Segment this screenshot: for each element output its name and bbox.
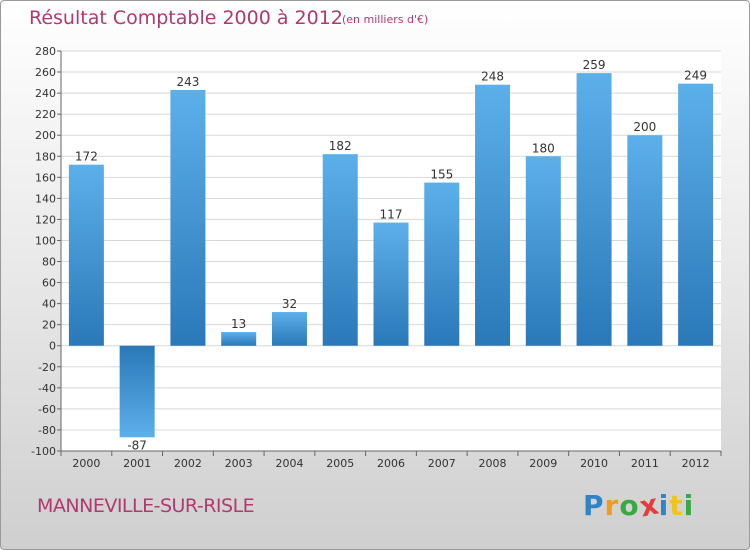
data-label-2011: 200	[633, 120, 656, 134]
y-tick-label: 180	[35, 150, 56, 163]
x-tick-label: 2012	[682, 457, 710, 470]
x-tick-label: 2000	[72, 457, 100, 470]
bar-2010	[576, 73, 612, 346]
bar-2002	[170, 89, 206, 346]
data-label-2006: 117	[380, 208, 403, 222]
x-tick-label: 2011	[631, 457, 659, 470]
y-tick-label: 80	[42, 256, 56, 269]
y-tick-label: 40	[42, 298, 56, 311]
logo-letter: o	[619, 489, 640, 522]
x-tick-label: 2001	[123, 457, 151, 470]
data-label-2004: 32	[282, 297, 297, 311]
x-axis: 2000 2001 2002 2003 2004 2005 2006 2007 2008 2009…	[60, 450, 722, 470]
data-label-2009: 180	[532, 141, 555, 155]
data-label-2005: 182	[329, 139, 352, 153]
bar-2012	[678, 83, 714, 346]
x-tick-label: 2006	[377, 457, 405, 470]
x-tick-label: 2003	[225, 457, 253, 470]
bar-2003	[221, 332, 257, 346]
data-label-2012: 249	[684, 69, 707, 83]
y-tick-label: 20	[42, 319, 56, 332]
x-tick-label: 2004	[275, 457, 303, 470]
unit-note: (en milliers d'€)	[342, 13, 429, 26]
y-tick-label: 160	[35, 171, 56, 184]
logo-letter: r	[604, 489, 620, 522]
x-tick-label: 2008	[479, 457, 507, 470]
logo-letter: i	[658, 489, 670, 522]
bar-2007	[424, 182, 460, 346]
y-tick-label: 60	[42, 277, 56, 290]
bars	[68, 73, 714, 438]
bar-2008	[475, 84, 511, 346]
y-tick-label: 240	[35, 87, 56, 100]
y-tick-label: 0	[49, 340, 56, 353]
data-label-2001: -87	[127, 438, 147, 452]
y-tick-label: 100	[35, 234, 56, 247]
bar-2009	[525, 156, 561, 346]
y-tick-label: -20	[38, 361, 56, 374]
data-label-2008: 248	[481, 70, 504, 84]
logo-letter: P	[583, 489, 605, 522]
bar-2000	[68, 164, 104, 346]
data-label-2002: 243	[176, 75, 199, 89]
x-tick-label: 2009	[529, 457, 557, 470]
city-name: MANNEVILLE-SUR-RISLE	[37, 495, 255, 517]
y-tick-label: -40	[38, 382, 56, 395]
x-tick-label: 2005	[326, 457, 354, 470]
x-tick-label: 2010	[580, 457, 608, 470]
bar-2004	[271, 312, 307, 346]
proxiti-logo: Proxiti	[583, 487, 695, 523]
y-tick-label: 280	[35, 45, 56, 58]
y-axis: -100 -80 -60 -40 -20 0 20 40 60 80 100 120 140 160 180…	[31, 45, 62, 458]
logo-letter: t	[669, 489, 684, 522]
chart-title: Résultat Comptable 2000 à 2012	[29, 7, 343, 29]
y-tick-label: 200	[35, 129, 56, 142]
bar-2011	[627, 135, 663, 346]
y-tick-label: 140	[35, 192, 56, 205]
logo-letter: i	[683, 489, 695, 522]
y-tick-label: 260	[35, 66, 56, 79]
data-label-2003: 13	[231, 317, 246, 331]
y-tick-label: -100	[31, 445, 56, 458]
data-label-2007: 155	[430, 168, 453, 182]
y-tick-label: 120	[35, 213, 56, 226]
x-tick-label: 2007	[428, 457, 456, 470]
data-label-2010: 259	[583, 58, 606, 72]
data-label-2000: 172	[75, 150, 98, 164]
y-tick-label: -80	[38, 424, 56, 437]
bar-2001	[119, 345, 155, 438]
y-tick-label: 220	[35, 108, 56, 121]
bar-2005	[322, 154, 358, 346]
x-tick-label: 2002	[174, 457, 202, 470]
data-labels: 172 -87 243 13 32 182 117 155 248 180 259 200 249	[75, 58, 707, 452]
bar-2006	[373, 222, 409, 346]
y-tick-label: -60	[38, 403, 56, 416]
